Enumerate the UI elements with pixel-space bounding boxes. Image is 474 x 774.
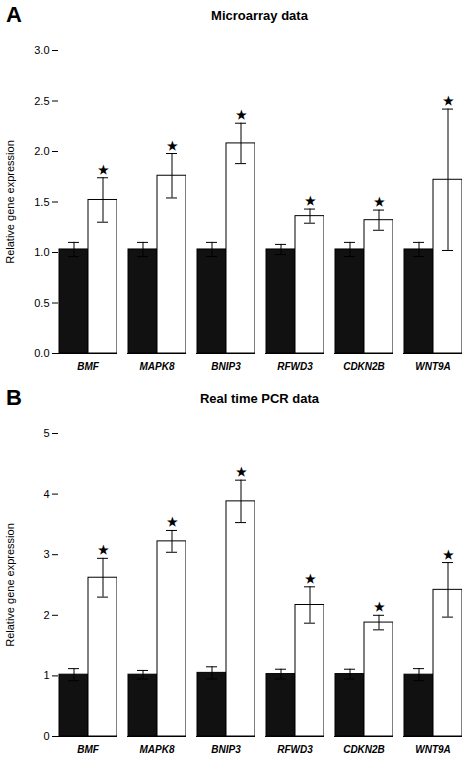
html-text:Microarray data: Microarray data [211,8,308,23]
svg-text:2.5: 2.5 [34,95,49,107]
svg-text:★: ★ [374,195,385,209]
svg-text:★: ★ [305,194,316,208]
svg-text:BMF: BMF [77,744,100,755]
svg-text:BNIP3: BNIP3 [211,744,241,755]
svg-text:0.0: 0.0 [34,347,49,359]
svg-text:CDKN2B: CDKN2B [343,744,385,755]
svg-text:★: ★ [236,465,247,479]
svg-text:WNT9A: WNT9A [415,361,451,372]
svg-text:0.5: 0.5 [34,297,49,309]
svg-text:★: ★ [167,515,178,529]
svg-text:BMF: BMF [77,361,100,372]
html-text:Real time PCR data: Real time PCR data [199,391,320,406]
svg-text:3.0: 3.0 [34,44,49,56]
svg-text:Relative gene expression: Relative gene expression [4,140,16,264]
svg-text:★: ★ [443,94,454,108]
svg-text:★: ★ [236,108,247,122]
svg-text:BNIP3: BNIP3 [211,361,241,372]
svg-text:1.5: 1.5 [34,196,49,208]
html-text:B: B [6,385,22,410]
svg-text:MAPK8: MAPK8 [139,744,174,755]
svg-text:Relative gene expression: Relative gene expression [4,523,16,647]
svg-text:1: 1 [43,669,49,681]
svg-text:0: 0 [43,730,49,742]
svg-text:RFWD3: RFWD3 [277,361,313,372]
svg-text:5: 5 [43,427,49,439]
svg-text:RFWD3: RFWD3 [277,744,313,755]
svg-text:2.0: 2.0 [34,145,49,157]
svg-text:4: 4 [43,488,49,500]
svg-text:MAPK8: MAPK8 [139,361,174,372]
svg-text:★: ★ [443,548,454,562]
svg-text:★: ★ [98,543,109,557]
svg-text:1.0: 1.0 [34,246,49,258]
svg-text:CDKN2B: CDKN2B [343,361,385,372]
svg-text:★: ★ [167,139,178,153]
svg-text:WNT9A: WNT9A [415,744,451,755]
svg-text:★: ★ [305,572,316,586]
svg-text:★: ★ [98,163,109,177]
svg-text:3: 3 [43,548,49,560]
svg-text:★: ★ [374,600,385,614]
html-text:A: A [6,2,22,27]
svg-text:2: 2 [43,609,49,621]
